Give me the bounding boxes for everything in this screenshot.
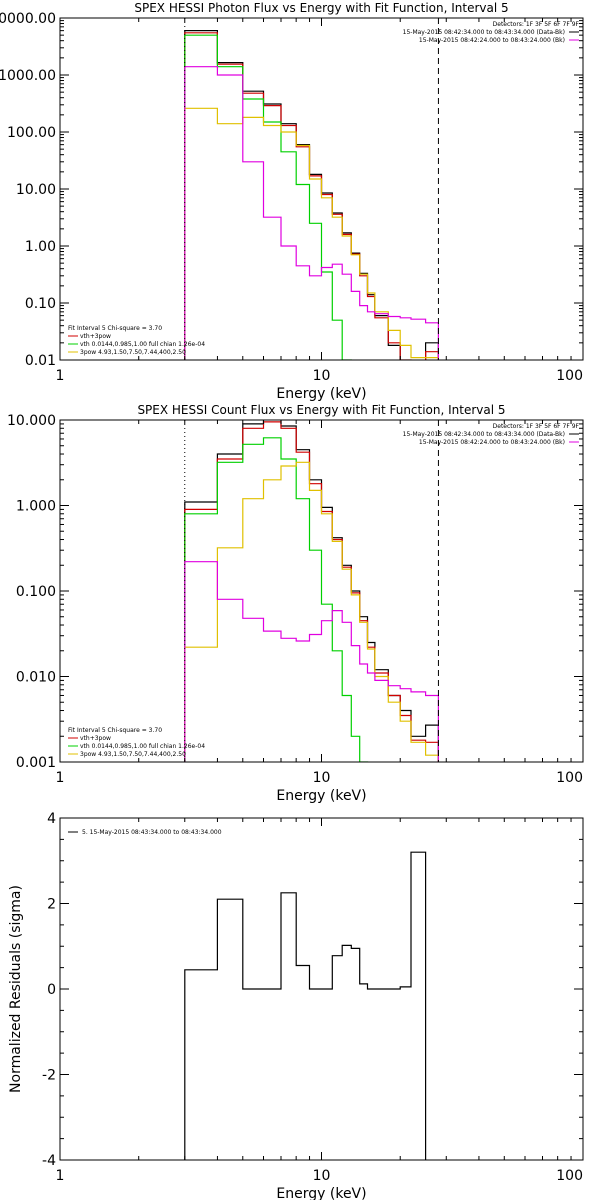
y-tick-label: 10000.00 bbox=[0, 11, 56, 27]
y-tick-label: 10.000 bbox=[7, 413, 56, 429]
legend-label: 15-May-2015 08:42:24.000 to 08:43:24.000… bbox=[419, 439, 565, 446]
legend-label: 15-May-2015 08:42:24.000 to 08:43:24.000… bbox=[419, 37, 565, 44]
series-line-5 bbox=[184, 66, 439, 360]
x-tick-label: 100 bbox=[556, 368, 583, 384]
legend-label: vth+3pow bbox=[80, 735, 111, 742]
y-tick-label: 1.000 bbox=[16, 499, 56, 515]
y-tick-label: -4 bbox=[42, 1153, 56, 1169]
y-tick-label: 2 bbox=[47, 897, 56, 913]
x-tick-label: 1 bbox=[56, 770, 65, 786]
series-line-1 bbox=[184, 851, 427, 1160]
chart-panel-3: 1 10 100 Energy (keV) 4 2 0 -2 -4 Normalized Resi… bbox=[8, 811, 584, 1202]
y-tick-label: 0.10 bbox=[25, 296, 56, 312]
x-axis-label: Energy (keV) bbox=[276, 1186, 366, 1200]
series-group bbox=[184, 420, 439, 762]
y-tick-label: -2 bbox=[42, 1068, 56, 1084]
series-line-3 bbox=[184, 34, 352, 360]
x-axis-label: Energy (keV) bbox=[276, 386, 366, 402]
x-tick-label: 10 bbox=[313, 1168, 331, 1184]
legend-label: 5. 15-May-2015 08:43:34.000 to 08:43:34.… bbox=[82, 829, 222, 836]
x-tick-label: 100 bbox=[556, 1168, 583, 1184]
y-tick-label: 100.00 bbox=[7, 125, 56, 141]
legend-label: vth 0.0144,0.985,1.00 full chian 1.26e-0… bbox=[80, 743, 205, 750]
legend-label: 15-May-2015 08:42:34.000 to 08:43:34.000… bbox=[403, 29, 565, 36]
legend-label: 3pow 4.93,1.50,7.50,7.44,400,2.50 bbox=[80, 349, 186, 356]
chart-panel-1: SPEX HESSI Photon Flux vs Energy with Fi… bbox=[0, 1, 584, 402]
x-tick-label: 1 bbox=[56, 1168, 65, 1184]
x-axis-label: Energy (keV) bbox=[276, 788, 366, 804]
y-axis-label: Normalized Residuals (sigma) bbox=[8, 885, 24, 1093]
y-tick-label: 0.01 bbox=[25, 353, 56, 369]
legend-label: vth+3pow bbox=[80, 333, 111, 340]
x-tick-label: 100 bbox=[556, 770, 583, 786]
legend-label: 15-May-2015 08:42:34.000 to 08:43:34.000… bbox=[403, 431, 565, 438]
series-line-4 bbox=[184, 107, 439, 360]
legend-label: Detectors: 1F 3F 5F 6F 7F 9F bbox=[493, 423, 580, 430]
legend-label: Detectors: 1F 3F 5F 6F 7F 9F bbox=[493, 21, 580, 28]
series-line-3 bbox=[184, 437, 369, 762]
legend-label: 3pow 4.93,1.50,7.50,7.44,400,2.50 bbox=[80, 751, 186, 758]
y-tick-label: 1.00 bbox=[25, 239, 56, 255]
x-tick-label: 1 bbox=[56, 368, 65, 384]
legend-label: Fit Interval 5 Chi-square = 3.70 bbox=[68, 325, 162, 332]
y-tick-label: 10.00 bbox=[16, 182, 56, 198]
legend-label: Fit Interval 5 Chi-square = 3.70 bbox=[68, 727, 162, 734]
series-group bbox=[184, 851, 427, 1160]
y-tick-label: 0.001 bbox=[16, 755, 56, 771]
chart-title: SPEX HESSI Photon Flux vs Energy with Fi… bbox=[134, 1, 508, 15]
y-tick-label: 0.100 bbox=[16, 584, 56, 600]
y-tick-label: 1000.00 bbox=[0, 68, 56, 84]
y-tick-label: 4 bbox=[47, 811, 56, 827]
y-tick-label: 0.010 bbox=[16, 670, 56, 686]
x-tick-label: 10 bbox=[313, 770, 331, 786]
x-tick-label: 10 bbox=[313, 368, 331, 384]
series-line-5 bbox=[184, 561, 439, 762]
legend-label: vth 0.0144,0.985,1.00 full chian 1.26e-0… bbox=[80, 341, 205, 348]
chart-title: SPEX HESSI Count Flux vs Energy with Fit… bbox=[137, 403, 505, 417]
series-line-4 bbox=[184, 461, 439, 762]
y-tick-label: 0 bbox=[47, 982, 56, 998]
chart-panel-2: SPEX HESSI Count Flux vs Energy with Fit… bbox=[7, 403, 584, 804]
